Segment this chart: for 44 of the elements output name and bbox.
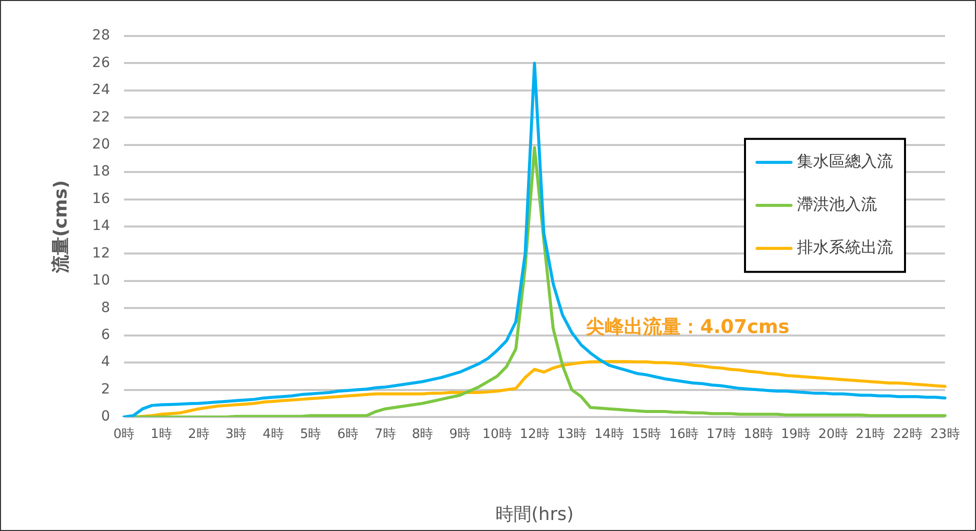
x-tick-label: 3時: [225, 427, 247, 442]
x-tick-label: 7時: [374, 427, 396, 442]
y-tick-label: 2: [101, 381, 110, 398]
legend-label: 滯洪池入流: [797, 194, 877, 214]
x-tick-label: 6時: [337, 427, 359, 442]
y-tick-label: 28: [92, 28, 110, 44]
legend-label: 集水區總入流: [797, 152, 893, 171]
y-tick-label: 26: [92, 54, 110, 71]
x-tick-label: 17時: [706, 427, 736, 442]
x-tick-label: 15時: [632, 427, 662, 442]
annotation: 尖峰出流量：4.07cms: [585, 316, 790, 338]
y-tick-label: 10: [92, 272, 110, 289]
x-tick-label: 14時: [594, 427, 624, 442]
x-tick-label: 0時: [113, 427, 135, 442]
x-tick-label: 5時: [300, 427, 322, 442]
y-tick-label: 6: [101, 327, 110, 343]
x-axis-title: 時間(hrs): [495, 504, 574, 525]
x-tick-label: 18時: [744, 427, 774, 442]
y-tick-label: 0: [101, 408, 110, 425]
legend-label: 排水系統出流: [797, 238, 893, 257]
y-tick-label: 24: [92, 82, 110, 98]
x-tick-label: 16時: [669, 427, 699, 442]
x-tick-label: 4時: [262, 427, 284, 442]
y-axis-title: 流量(cms): [50, 180, 72, 274]
x-tick-label: 23時: [930, 427, 960, 442]
y-tick-label: 12: [92, 245, 110, 262]
x-tick-label: 10時: [482, 427, 512, 442]
x-tick-label: 2時: [188, 427, 210, 442]
y-tick-label: 14: [92, 218, 110, 234]
y-tick-label: 20: [92, 136, 110, 152]
x-tick-label: 20時: [818, 427, 848, 442]
y-tick-label: 18: [92, 164, 110, 180]
y-tick-label: 22: [92, 109, 110, 126]
x-tick-label: 9時: [449, 427, 471, 442]
y-tick-label: 16: [92, 190, 110, 207]
x-tick-label: 12時: [520, 427, 550, 442]
x-tick-label: 21時: [856, 427, 886, 442]
x-tick-label: 13時: [557, 427, 587, 442]
x-tick-label: 19時: [780, 427, 810, 442]
x-tick-label: 8時: [412, 427, 434, 442]
y-tick-label: 4: [101, 354, 110, 370]
x-tick-label: 1時: [150, 427, 172, 442]
x-tick-label: 22時: [892, 427, 922, 442]
y-tick-label: 8: [101, 300, 110, 316]
